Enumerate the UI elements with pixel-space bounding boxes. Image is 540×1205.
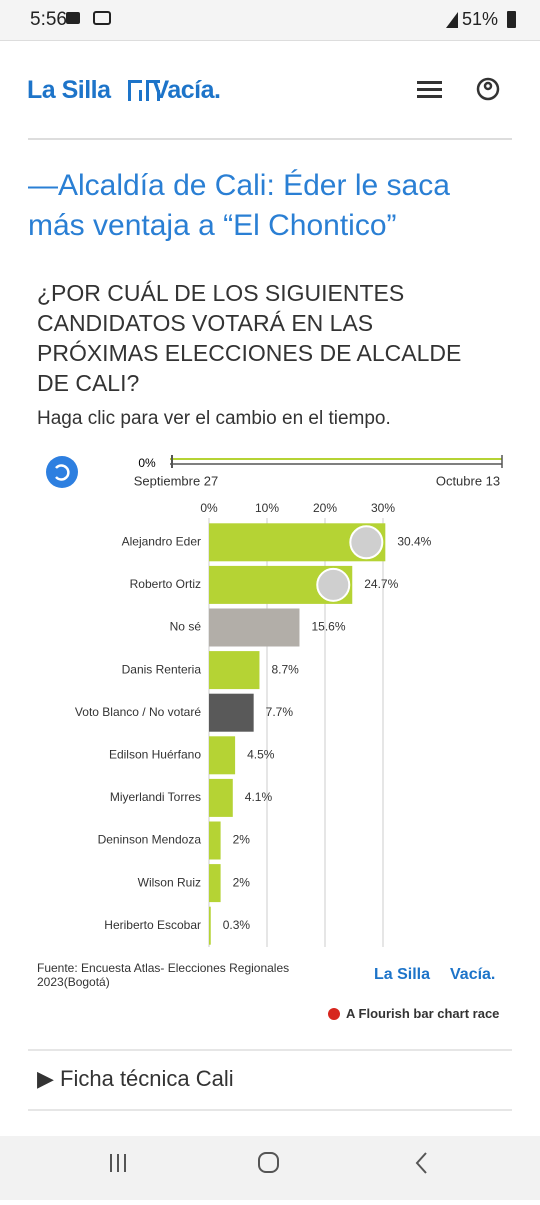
bar xyxy=(209,864,221,903)
nav-icons xyxy=(110,1152,427,1174)
value-label: 30.4% xyxy=(397,534,431,548)
replay-button[interactable] xyxy=(46,456,78,488)
navigation-bar xyxy=(0,1136,540,1200)
category-label: Edilson Huérfano xyxy=(109,747,201,761)
bar xyxy=(209,778,233,817)
category-label: Miyerlandi Torres xyxy=(110,790,201,804)
x-tick-label: 20% xyxy=(313,501,337,515)
back-button[interactable] xyxy=(415,1152,427,1174)
logo-text: Vacía. xyxy=(152,76,221,104)
candidate-photo xyxy=(349,525,384,560)
dividers xyxy=(28,1049,512,1111)
chart-source: Fuente: Encuesta Atlas- Elecciones Regio… xyxy=(37,961,290,989)
timeline-start: Septiembre 27 xyxy=(134,473,219,488)
bar xyxy=(209,608,300,647)
category-label: Heriberto Escobar xyxy=(104,918,201,932)
timeline-value: 0% xyxy=(138,456,156,470)
bar xyxy=(209,693,254,732)
battery-level: 51% xyxy=(462,9,499,29)
status-bar: 5:56 51% xyxy=(0,0,540,41)
chart-logo: La Silla Vacía. xyxy=(374,966,495,983)
site-logo[interactable]: La Silla Vacía. xyxy=(27,76,221,105)
timeline-end: Octubre 13 xyxy=(436,473,500,488)
x-tick-label: 0% xyxy=(200,501,218,515)
bar xyxy=(209,821,221,860)
logo-text: La Silla xyxy=(27,76,111,104)
x-tick-label: 10% xyxy=(255,501,279,515)
candidate-photo xyxy=(316,567,351,602)
status-icons xyxy=(66,11,516,28)
category-label: No sé xyxy=(170,620,202,634)
value-label: 15.6% xyxy=(311,620,345,634)
article-title: —Alcaldía de Cali: Éder le saca más vent… xyxy=(28,169,450,242)
value-label: 4.1% xyxy=(245,790,273,804)
clock: 5:56 xyxy=(30,9,67,30)
value-label: 0.3% xyxy=(223,918,251,932)
category-label: Deninson Mendoza xyxy=(98,833,202,847)
account-button[interactable] xyxy=(476,77,500,101)
category-label: Alejandro Eder xyxy=(122,534,201,548)
category-label: Wilson Ruiz xyxy=(138,875,201,889)
bar xyxy=(209,906,211,945)
chart-credit[interactable]: A Flourish bar chart race xyxy=(346,1006,500,1021)
x-tick-label: 30% xyxy=(371,501,395,515)
details-toggle[interactable]: ▶ Ficha técnica Cali xyxy=(37,1066,234,1091)
chart: 0% Septiembre 27 Octubre 13 La Silla Vac… xyxy=(46,455,503,1020)
home-button[interactable] xyxy=(258,1152,279,1173)
bar xyxy=(209,651,260,690)
category-label: Roberto Ortiz xyxy=(130,577,201,591)
value-label: 7.7% xyxy=(266,705,294,719)
value-label: 8.7% xyxy=(271,662,299,676)
menu-button[interactable] xyxy=(417,81,442,98)
recent-apps[interactable] xyxy=(110,1154,126,1172)
value-label: 24.7% xyxy=(364,577,398,591)
logo-text: La Silla xyxy=(374,966,430,983)
header-icons xyxy=(28,77,512,140)
logo-text: Vacía. xyxy=(450,966,495,983)
value-label: 4.5% xyxy=(247,747,275,761)
category-label: Voto Blanco / No votaré xyxy=(75,705,201,719)
value-label: 2% xyxy=(233,833,251,847)
category-label: Danis Renteria xyxy=(122,662,202,676)
bar xyxy=(209,736,236,775)
value-label: 2% xyxy=(233,875,251,889)
chart-subtitle: Haga clic para ver el cambio en el tiemp… xyxy=(37,408,391,429)
chart-title: ¿POR CUÁL DE LOS SIGUIENTES CANDIDATOS V… xyxy=(37,280,462,396)
